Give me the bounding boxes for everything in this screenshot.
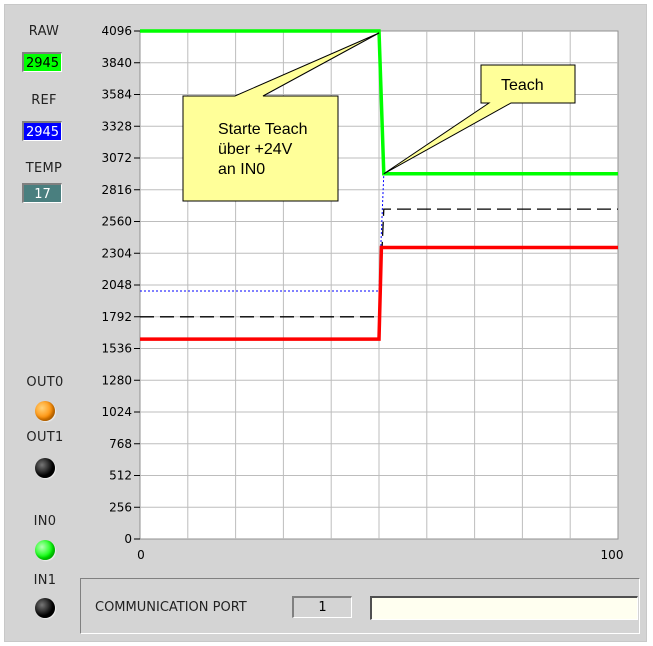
temp-label: TEMP [25, 161, 63, 176]
y-tick-label: 2048 [101, 278, 132, 292]
annotation-text: Teach [501, 77, 544, 94]
y-tick-label: 1536 [101, 342, 132, 356]
temp-value: 17 [22, 183, 62, 203]
series-line-solid [140, 245, 618, 341]
in1-led [35, 598, 55, 618]
annotation-callout [182, 32, 380, 202]
annotation-text: an IN0 [218, 161, 265, 178]
y-tick-label: 3072 [101, 151, 132, 165]
y-tick-label: 3328 [101, 119, 132, 133]
in0-led [35, 540, 55, 560]
y-tick-label: 2304 [101, 246, 132, 260]
y-tick-label: 2816 [101, 183, 132, 197]
raw-label: RAW [28, 24, 60, 39]
chart: 4096 3840 3584 3328 3072 2816 2560 2304 2048 1792… [78, 14, 641, 573]
series-line-solid [140, 29, 618, 176]
ref-value: 2945 [22, 121, 62, 141]
in1-label: IN1 [33, 573, 57, 588]
comm-port-value[interactable]: 1 [292, 596, 352, 618]
annotation-text: Starte Teach [218, 121, 308, 138]
in0-label: IN0 [33, 514, 57, 529]
comm-port-label: COMMUNICATION PORT [95, 600, 247, 615]
y-tick-label: 0 [124, 532, 132, 546]
y-tick-label: 3840 [101, 56, 132, 70]
raw-value: 2945 [22, 52, 62, 72]
ref-label: REF [31, 93, 57, 108]
y-tick-label: 3584 [101, 88, 132, 102]
x-tick-label: 0 [137, 548, 145, 562]
y-tick-label: 1792 [101, 310, 132, 324]
chart-svg: 4096384035843328307228162560230420481792… [101, 24, 624, 562]
x-tick-label: 100 [601, 548, 624, 562]
comm-panel [80, 578, 640, 634]
annotation-callout [383, 64, 576, 175]
y-tick-label: 256 [109, 500, 132, 514]
y-tick-label: 1024 [101, 405, 132, 419]
status-field [370, 596, 638, 620]
out0-led [35, 401, 55, 421]
y-tick-label: 2560 [101, 215, 132, 229]
out1-label: OUT1 [26, 430, 64, 445]
out0-label: OUT0 [26, 375, 64, 390]
annotation-text: über +24V [218, 141, 293, 158]
y-tick-label: 768 [109, 437, 132, 451]
y-tick-label: 512 [109, 469, 132, 483]
y-tick-label: 1280 [101, 373, 132, 387]
y-tick-label: 4096 [101, 24, 132, 38]
out1-led [35, 458, 55, 478]
